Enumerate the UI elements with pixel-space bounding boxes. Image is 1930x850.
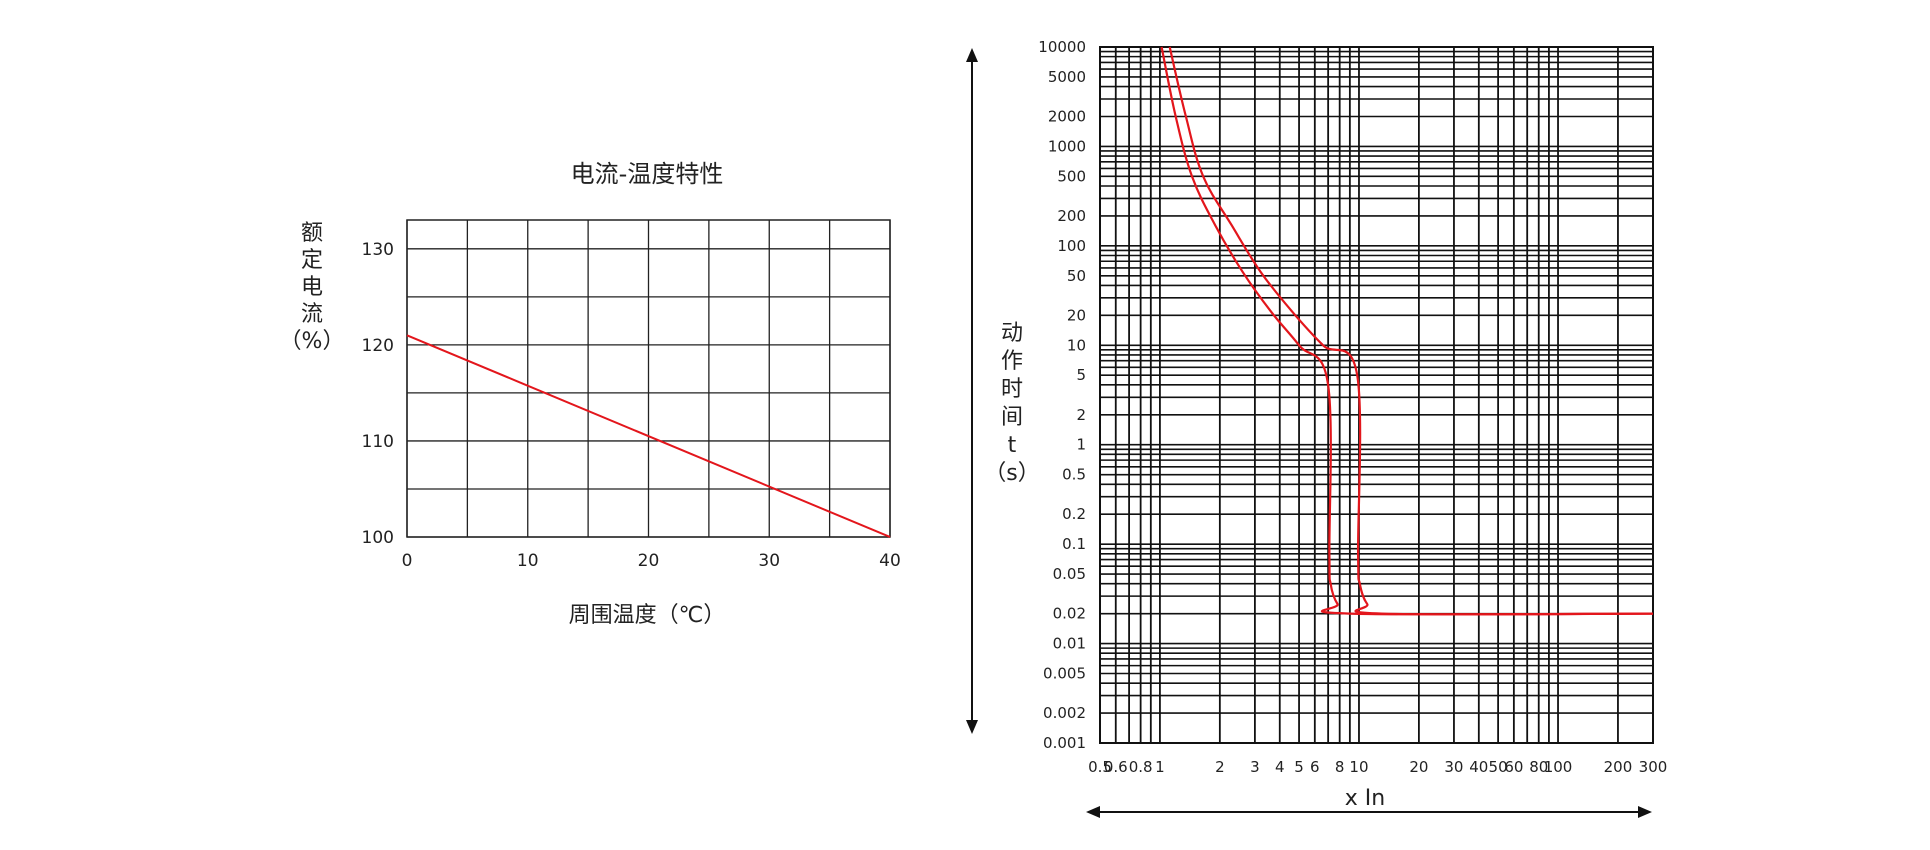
x-tick-label: 300 xyxy=(1639,758,1668,776)
y-tick-label: 10000 xyxy=(1038,38,1086,56)
x-tick-label: 5 xyxy=(1294,758,1304,776)
y-tick-label: 1000 xyxy=(1048,137,1086,155)
series-curve xyxy=(1168,46,1654,616)
series-lines xyxy=(406,334,891,538)
y-tick-label: 10 xyxy=(1067,336,1086,354)
y-axis-title-char: 电 xyxy=(301,275,323,300)
current-temperature-chart: 电流-温度特性 0 10 20 30 40 100 110 120 130 周围温度（℃） 额… xyxy=(280,160,901,628)
y-axis-title-char: 定 xyxy=(301,248,323,273)
y-axis-title-char: 额 xyxy=(301,221,323,246)
y-tick-label: 0.002 xyxy=(1043,704,1086,722)
chart-title: 电流-温度特性 xyxy=(571,160,724,188)
y-tick-labels: 100 110 120 130 xyxy=(362,240,394,548)
y-tick-label: 2000 xyxy=(1048,107,1086,125)
x-tick-label: 0.8 xyxy=(1129,758,1153,776)
y-tick-labels: 10000 5000 2000 1000 500 200 100 50 20 10 5 2 1 0.5 0.… xyxy=(1038,38,1086,752)
x-tick-label: 30 xyxy=(758,551,780,571)
x-tick-label: 200 xyxy=(1604,758,1633,776)
x-tick-label: 0.5 xyxy=(1088,758,1112,776)
y-axis-title-char: 时 xyxy=(1001,377,1023,402)
x-tick-label: 3 xyxy=(1250,758,1260,776)
y-axis-title-char: 间 xyxy=(1001,405,1023,430)
y-tick-label: 1 xyxy=(1076,436,1086,454)
x-tick-label: 100 xyxy=(1544,758,1573,776)
y-tick-label: 100 xyxy=(1057,237,1086,255)
series-curves xyxy=(1160,46,1654,616)
y-tick-label: 0.05 xyxy=(1053,565,1086,583)
x-tick-label: 20 xyxy=(638,551,660,571)
x-tick-label: 0 xyxy=(402,551,413,571)
series-line xyxy=(406,334,891,538)
series-curve xyxy=(1160,46,1654,616)
y-tick-label: 0.2 xyxy=(1062,505,1086,523)
y-axis-title-char: 作 xyxy=(1001,349,1023,374)
x-tick-label: 8 xyxy=(1335,758,1345,776)
y-tick-label: 0.001 xyxy=(1043,734,1086,752)
x-tick-label: 10 xyxy=(517,551,539,571)
y-tick-label: 5 xyxy=(1076,366,1086,384)
plot-frame xyxy=(406,219,891,538)
x-tick-label: 20 xyxy=(1409,758,1428,776)
y-tick-label: 120 xyxy=(362,336,394,356)
plot-frame xyxy=(1099,46,1654,744)
y-tick-label: 100 xyxy=(362,528,394,548)
x-tick-label: 50 xyxy=(1489,758,1508,776)
y-tick-label: 20 xyxy=(1067,306,1086,324)
x-tick-label: 40 xyxy=(1469,758,1488,776)
y-axis-arrow xyxy=(966,48,978,734)
x-axis-title: 周围温度（℃） xyxy=(569,603,726,628)
x-tick-label: 0.6 xyxy=(1104,758,1128,776)
y-tick-label: 50 xyxy=(1067,267,1086,285)
x-tick-label: 30 xyxy=(1444,758,1463,776)
y-tick-label: 110 xyxy=(362,432,394,452)
y-tick-label: 500 xyxy=(1057,167,1086,185)
x-tick-labels: 0 10 20 30 40 xyxy=(402,551,901,571)
x-tick-label: 40 xyxy=(879,551,901,571)
y-tick-label: 130 xyxy=(362,240,394,260)
x-axis-arrow xyxy=(1086,806,1652,818)
x-tick-label: 4 xyxy=(1275,758,1285,776)
x-tick-label: 1 xyxy=(1155,758,1165,776)
y-axis-title-char: t xyxy=(1008,433,1017,458)
x-tick-label: 60 xyxy=(1504,758,1523,776)
y-axis-title-char: （%） xyxy=(280,329,345,354)
y-axis-title-char: 动 xyxy=(1001,321,1023,346)
x-tick-label: 2 xyxy=(1215,758,1225,776)
y-axis-title-char: 流 xyxy=(301,302,323,327)
y-tick-label: 200 xyxy=(1057,207,1086,225)
y-tick-label: 0.5 xyxy=(1062,466,1086,484)
y-tick-label: 2 xyxy=(1076,406,1086,424)
x-tick-label: 10 xyxy=(1349,758,1368,776)
x-axis-title: x In xyxy=(1345,786,1385,811)
y-axis-title-char: （s） xyxy=(984,461,1039,486)
log-plot-grid xyxy=(1099,46,1654,744)
x-tick-label: 6 xyxy=(1310,758,1320,776)
plot-grid xyxy=(406,219,891,538)
y-tick-label: 0.1 xyxy=(1062,535,1086,553)
y-tick-label: 0.01 xyxy=(1053,635,1086,653)
y-tick-label: 0.005 xyxy=(1043,665,1086,683)
y-tick-label: 0.02 xyxy=(1053,605,1086,623)
x-tick-label: 80 xyxy=(1529,758,1548,776)
y-tick-label: 5000 xyxy=(1048,68,1086,86)
